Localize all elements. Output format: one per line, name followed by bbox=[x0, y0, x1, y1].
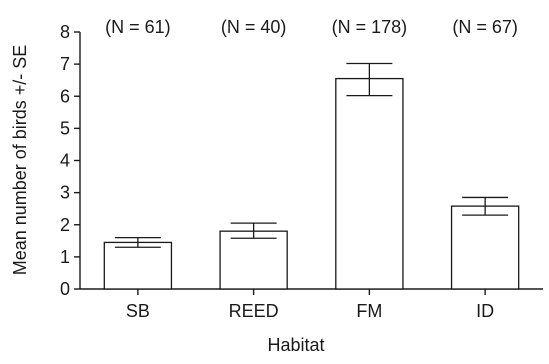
bar-fm bbox=[335, 77, 404, 290]
x-tick-label: REED bbox=[229, 301, 279, 321]
y-axis-title: Mean number of birds +/- SE bbox=[10, 45, 30, 276]
y-tick-label: 4 bbox=[60, 151, 70, 171]
x-axis-title: Habitat bbox=[267, 335, 324, 355]
x-tick-label: FM bbox=[356, 301, 382, 321]
bar-sb bbox=[103, 241, 173, 290]
sample-size-label: (N = 40) bbox=[221, 17, 287, 37]
y-tick-label: 8 bbox=[60, 22, 70, 42]
y-tick-label: 3 bbox=[60, 183, 70, 203]
y-tick-label: 7 bbox=[60, 54, 70, 74]
y-tick-label: 5 bbox=[60, 118, 70, 138]
sample-size-label: (N = 67) bbox=[452, 17, 518, 37]
x-tick-label: ID bbox=[476, 301, 494, 321]
sample-size-label: (N = 61) bbox=[105, 17, 171, 37]
y-tick-label: 2 bbox=[60, 215, 70, 235]
sample-size-label: (N = 178) bbox=[332, 17, 408, 37]
bar-reed bbox=[219, 230, 288, 290]
bar-id bbox=[450, 205, 520, 290]
y-tick-label: 6 bbox=[60, 86, 70, 106]
y-tick-label: 0 bbox=[60, 279, 70, 299]
x-tick-label: SB bbox=[126, 301, 150, 321]
y-tick-label: 1 bbox=[60, 247, 70, 267]
